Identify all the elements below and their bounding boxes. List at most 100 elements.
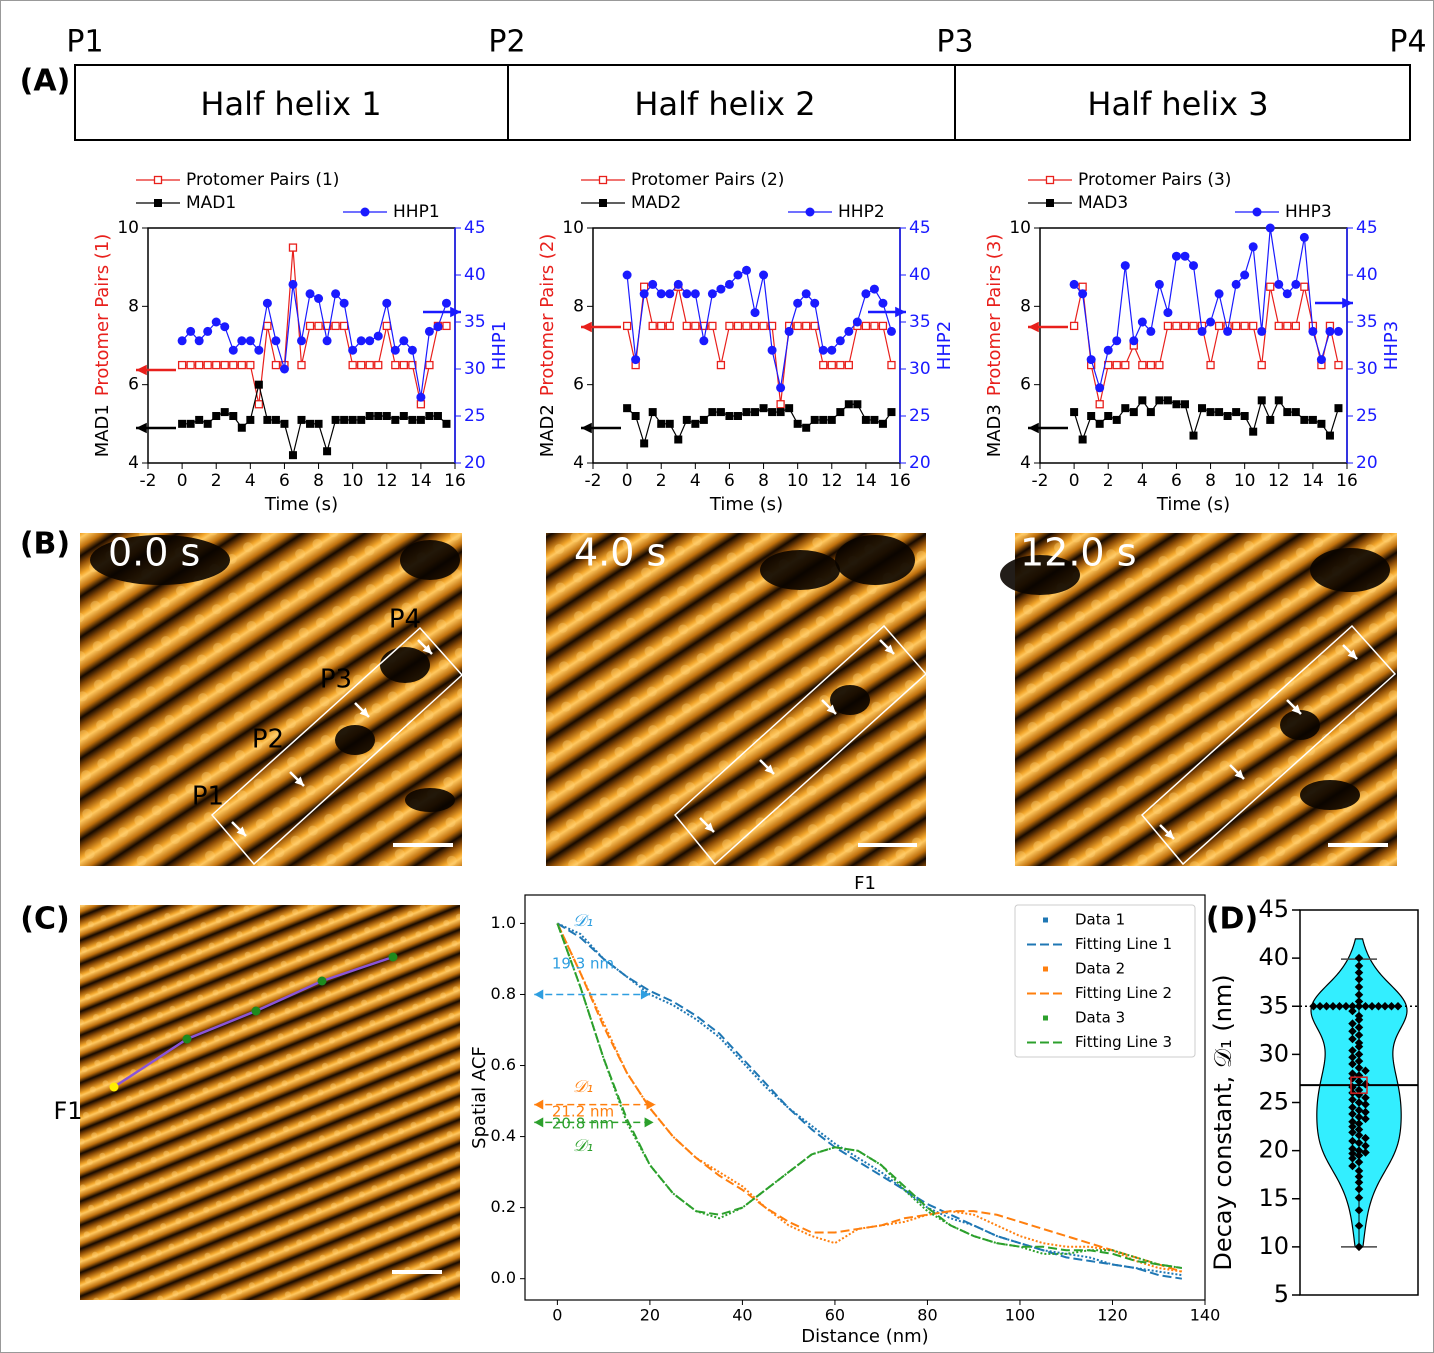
y-tick-label: 0.8 — [491, 984, 516, 1003]
swarm-point — [1348, 1161, 1357, 1171]
y-tick-label: 0.2 — [491, 1197, 516, 1216]
point — [177, 360, 187, 370]
point — [742, 265, 751, 275]
swarm-point — [1348, 1095, 1357, 1104]
point — [699, 336, 709, 346]
point — [802, 321, 811, 331]
swarm-point — [1348, 1128, 1357, 1137]
point — [1146, 408, 1155, 417]
point — [1291, 321, 1300, 331]
point — [1257, 360, 1266, 370]
point — [1334, 360, 1343, 370]
point — [725, 412, 734, 420]
arrow-head — [884, 644, 894, 654]
panel-label: (D) — [1206, 902, 1258, 937]
point — [598, 175, 608, 185]
series-line — [556, 923, 1183, 1270]
point — [1163, 396, 1172, 405]
y2-tick-label: 35 — [464, 312, 486, 332]
point — [331, 289, 341, 299]
y2-tick-label: 40 — [1356, 265, 1378, 285]
y-tick-label: 35 — [1258, 991, 1289, 1019]
point — [742, 321, 751, 331]
point — [725, 321, 734, 331]
point — [733, 412, 742, 420]
point — [1189, 261, 1198, 271]
swarm-point — [1361, 1148, 1370, 1157]
y-tick-label: 4 — [573, 453, 584, 473]
point — [1180, 321, 1190, 331]
swarm-point — [1354, 1193, 1364, 1203]
point — [1138, 396, 1147, 405]
point — [640, 439, 649, 448]
point — [314, 294, 324, 303]
arrow-head — [1028, 422, 1039, 434]
arrow-head — [895, 306, 906, 318]
point — [1069, 279, 1079, 289]
point — [827, 360, 836, 370]
legend-label: Protomer Pairs (1) — [186, 170, 339, 190]
point-label: P2 — [488, 25, 525, 60]
point — [203, 326, 213, 336]
point — [441, 298, 451, 308]
swarm-point — [1354, 1119, 1364, 1128]
y-tick-label: 10 — [117, 218, 139, 238]
point — [1252, 207, 1262, 217]
swarm-point — [1354, 1038, 1364, 1048]
series-line — [556, 922, 1183, 1277]
series-line — [556, 922, 1183, 1280]
point — [1334, 404, 1343, 413]
y-tick-label: 6 — [573, 375, 584, 395]
point — [271, 336, 281, 346]
swarm-point — [1354, 1125, 1364, 1134]
point — [810, 415, 819, 424]
y2-axis-label: HHP1 — [489, 321, 510, 370]
x-tick-label: 12 — [376, 471, 398, 491]
legend-label: Data 1 — [1075, 911, 1125, 929]
point — [1240, 412, 1249, 420]
swarm-point — [1354, 990, 1364, 999]
x-axis-label: Time (s) — [709, 494, 783, 515]
point — [1333, 326, 1343, 336]
point — [665, 321, 674, 331]
annotation-symbol: 𝒟₁ — [573, 1136, 593, 1156]
point — [229, 360, 238, 370]
point — [1138, 360, 1147, 370]
x-tick-label: 14 — [1302, 471, 1324, 491]
swarm-point — [1354, 997, 1364, 1006]
swarm-point — [1348, 1019, 1357, 1028]
point — [759, 321, 768, 331]
point — [399, 336, 409, 346]
point — [416, 400, 426, 409]
helix-box — [74, 64, 1411, 141]
swarm-point — [1335, 1002, 1344, 1011]
legend-label: MAD2 — [631, 193, 681, 213]
point — [768, 408, 777, 417]
y2-tick-label: 35 — [909, 312, 931, 332]
point — [263, 415, 272, 424]
point — [724, 279, 734, 289]
afm-defect — [1280, 710, 1320, 740]
point — [887, 408, 896, 417]
swarm-point — [1348, 1149, 1357, 1158]
point — [391, 415, 400, 424]
point — [1206, 317, 1216, 327]
arrow-head — [294, 776, 304, 786]
point — [878, 419, 887, 428]
swarm-point — [1348, 1109, 1357, 1119]
point — [1282, 289, 1292, 299]
point — [750, 308, 760, 318]
swarm-point — [1354, 975, 1364, 984]
swarm-point — [1354, 1112, 1364, 1122]
swarm-point — [1354, 953, 1364, 963]
point — [245, 336, 255, 346]
swarm-point — [1348, 1117, 1357, 1126]
point — [297, 336, 306, 346]
point — [673, 279, 683, 289]
point — [1121, 404, 1130, 413]
point — [211, 317, 221, 327]
legend-label: Data 3 — [1075, 1009, 1125, 1027]
legend-label: HHP1 — [393, 202, 440, 222]
point — [1257, 396, 1266, 405]
point — [399, 412, 408, 420]
